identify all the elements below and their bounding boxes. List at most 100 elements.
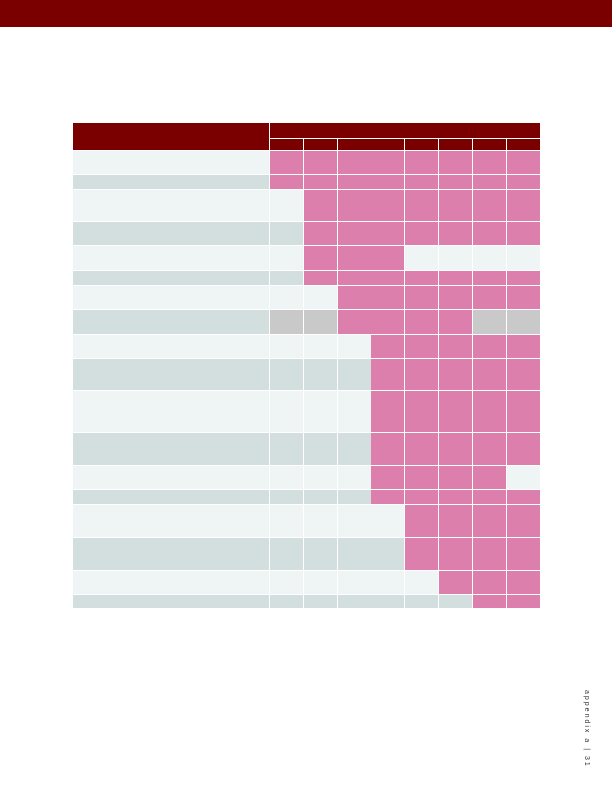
matrix-header-column-7 bbox=[473, 139, 506, 150]
matrix-cell-fill bbox=[338, 246, 371, 270]
matrix-row-label bbox=[73, 310, 269, 334]
matrix-cell-fill bbox=[405, 538, 438, 570]
matrix-cell-none bbox=[304, 595, 337, 608]
matrix-cell-fill bbox=[371, 190, 404, 221]
matrix-cell-fill bbox=[473, 286, 506, 309]
matrix-cell-none bbox=[304, 538, 337, 570]
matrix-cell-fill bbox=[439, 151, 472, 174]
matrix-cell-none bbox=[473, 246, 506, 270]
matrix-cell-fill bbox=[304, 190, 337, 221]
matrix-cell-fill bbox=[371, 335, 404, 358]
matrix-cell-fill bbox=[473, 222, 506, 245]
matrix-cell-none bbox=[439, 595, 472, 608]
matrix-cell-none bbox=[507, 466, 540, 489]
matrix-cell-fill bbox=[507, 286, 540, 309]
matrix-cell-fill bbox=[405, 310, 438, 334]
matrix-cell-fill bbox=[439, 490, 472, 504]
matrix-cell-fill bbox=[338, 151, 371, 174]
matrix-row-label bbox=[73, 335, 269, 358]
matrix-cell-none bbox=[270, 222, 303, 245]
matrix-cell-fill bbox=[473, 190, 506, 221]
matrix-cell-fill bbox=[439, 505, 472, 537]
matrix-row-label bbox=[73, 466, 269, 489]
matrix-cell-gray bbox=[473, 310, 506, 334]
matrix-cell-fill bbox=[507, 505, 540, 537]
matrix-cell-none bbox=[338, 335, 371, 358]
matrix-row-label bbox=[73, 505, 269, 537]
matrix-cell-none bbox=[338, 391, 371, 432]
matrix-cell-fill bbox=[405, 190, 438, 221]
matrix-cell-none bbox=[270, 505, 303, 537]
matrix-cell-fill bbox=[270, 175, 303, 189]
matrix-cell-fill bbox=[507, 490, 540, 504]
matrix-cell-fill bbox=[507, 335, 540, 358]
matrix-cell-fill bbox=[304, 222, 337, 245]
matrix-cell-none bbox=[304, 571, 337, 594]
matrix-cell-fill bbox=[304, 271, 337, 285]
matrix-row-label bbox=[73, 190, 269, 221]
matrix-cell-none bbox=[304, 359, 337, 390]
matrix-cell-none bbox=[304, 433, 337, 465]
matrix-cell-none bbox=[304, 286, 337, 309]
matrix-header-column-2 bbox=[304, 139, 337, 150]
matrix-cell-none bbox=[405, 246, 438, 270]
matrix-cell-fill bbox=[439, 310, 472, 334]
matrix-cell-none bbox=[270, 571, 303, 594]
matrix-cell-fill bbox=[270, 151, 303, 174]
matrix-cell-fill bbox=[371, 271, 404, 285]
matrix-row-label bbox=[73, 433, 269, 465]
matrix-cell-fill bbox=[405, 286, 438, 309]
matrix-cell-none bbox=[270, 538, 303, 570]
top-header-band bbox=[0, 0, 612, 27]
matrix-cell-fill bbox=[507, 359, 540, 390]
matrix-cell-none bbox=[304, 335, 337, 358]
matrix-cell-fill bbox=[507, 222, 540, 245]
matrix-cell-fill bbox=[439, 335, 472, 358]
matrix-cell-fill bbox=[304, 175, 337, 189]
coverage-matrix bbox=[73, 123, 540, 609]
matrix-cell-fill bbox=[439, 271, 472, 285]
matrix-cell-fill bbox=[473, 433, 506, 465]
matrix-cell-fill bbox=[507, 271, 540, 285]
matrix-cell-fill bbox=[439, 222, 472, 245]
matrix-row-label bbox=[73, 222, 269, 245]
matrix-cell-gray bbox=[304, 310, 337, 334]
matrix-cell-none bbox=[338, 433, 371, 465]
page-footer: appendix a | 31 bbox=[583, 690, 590, 768]
matrix-row-label bbox=[73, 151, 269, 174]
matrix-header-column-8 bbox=[507, 139, 540, 150]
matrix-cell-fill bbox=[405, 505, 438, 537]
matrix-cell-fill bbox=[439, 359, 472, 390]
matrix-cell-fill bbox=[338, 271, 371, 285]
matrix-cell-fill bbox=[405, 335, 438, 358]
matrix-header-column-3 bbox=[338, 139, 371, 150]
matrix-header-column-6 bbox=[439, 139, 472, 150]
matrix-cell-none bbox=[304, 490, 337, 504]
matrix-cell-gray bbox=[507, 310, 540, 334]
matrix-cell-none bbox=[405, 595, 438, 608]
matrix-cell-fill bbox=[439, 175, 472, 189]
matrix-cell-fill bbox=[439, 571, 472, 594]
matrix-cell-fill bbox=[473, 335, 506, 358]
matrix-cell-none bbox=[371, 505, 404, 537]
matrix-row-label bbox=[73, 271, 269, 285]
matrix-cell-none bbox=[304, 466, 337, 489]
matrix-cell-fill bbox=[405, 271, 438, 285]
matrix-cell-none bbox=[338, 490, 371, 504]
matrix-cell-fill bbox=[439, 466, 472, 489]
matrix-cell-none bbox=[270, 286, 303, 309]
matrix-cell-fill bbox=[371, 246, 404, 270]
matrix-cell-fill bbox=[371, 151, 404, 174]
matrix-cell-fill bbox=[507, 391, 540, 432]
matrix-cell-fill bbox=[304, 246, 337, 270]
matrix-cell-fill bbox=[405, 359, 438, 390]
matrix-cell-none bbox=[270, 359, 303, 390]
matrix-cell-fill bbox=[371, 391, 404, 432]
matrix-cell-fill bbox=[338, 286, 371, 309]
matrix-cell-none bbox=[338, 359, 371, 390]
matrix-cell-none bbox=[270, 466, 303, 489]
matrix-cell-none bbox=[371, 595, 404, 608]
matrix-cell-fill bbox=[507, 538, 540, 570]
matrix-cell-fill bbox=[371, 433, 404, 465]
matrix-cell-fill bbox=[473, 538, 506, 570]
